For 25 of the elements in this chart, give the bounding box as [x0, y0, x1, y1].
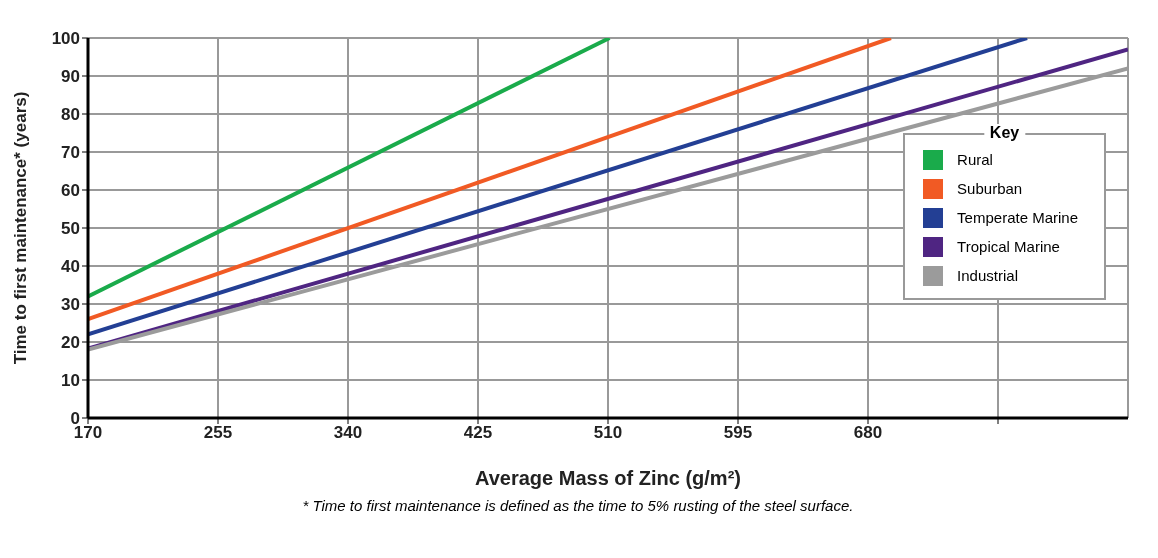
x-tick-label: 425 — [463, 423, 493, 443]
x-tick-label: 595 — [723, 423, 753, 443]
y-tick-label: 20 — [61, 333, 80, 353]
y-tick-label: 100 — [51, 29, 80, 49]
y-axis-title: Time to first maintenance* (years) — [11, 91, 31, 365]
x-tick-label: 255 — [203, 423, 233, 443]
x-axis-title: Average Mass of Zinc (g/m²) — [475, 467, 741, 489]
y-tick-label: 60 — [61, 181, 80, 201]
y-tick-label: 40 — [61, 257, 80, 277]
y-tick-label: 80 — [61, 105, 80, 125]
legend-label: Suburban — [957, 180, 1023, 197]
x-tick-label: 510 — [593, 423, 623, 443]
x-tick-label: 680 — [853, 423, 883, 443]
y-tick-label: 90 — [61, 67, 80, 87]
legend-label: Temperate Marine — [957, 209, 1078, 226]
y-tick-label: 30 — [61, 295, 80, 315]
y-tick-label: 10 — [61, 371, 80, 391]
y-tick-label: 70 — [61, 143, 80, 163]
legend-title: Key — [983, 124, 1026, 142]
x-tick-label: 340 — [333, 423, 363, 443]
legend-label: Tropical Marine — [957, 238, 1060, 255]
y-tick-label: 50 — [61, 219, 80, 239]
legend-label: Rural — [957, 151, 993, 168]
text: * Time to first maintenance is defined as the time to 5% rusting of the steel surface. — [301, 497, 855, 514]
legend-label: Industrial — [957, 267, 1018, 284]
